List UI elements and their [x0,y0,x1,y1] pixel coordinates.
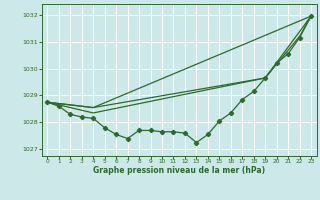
X-axis label: Graphe pression niveau de la mer (hPa): Graphe pression niveau de la mer (hPa) [93,166,265,175]
